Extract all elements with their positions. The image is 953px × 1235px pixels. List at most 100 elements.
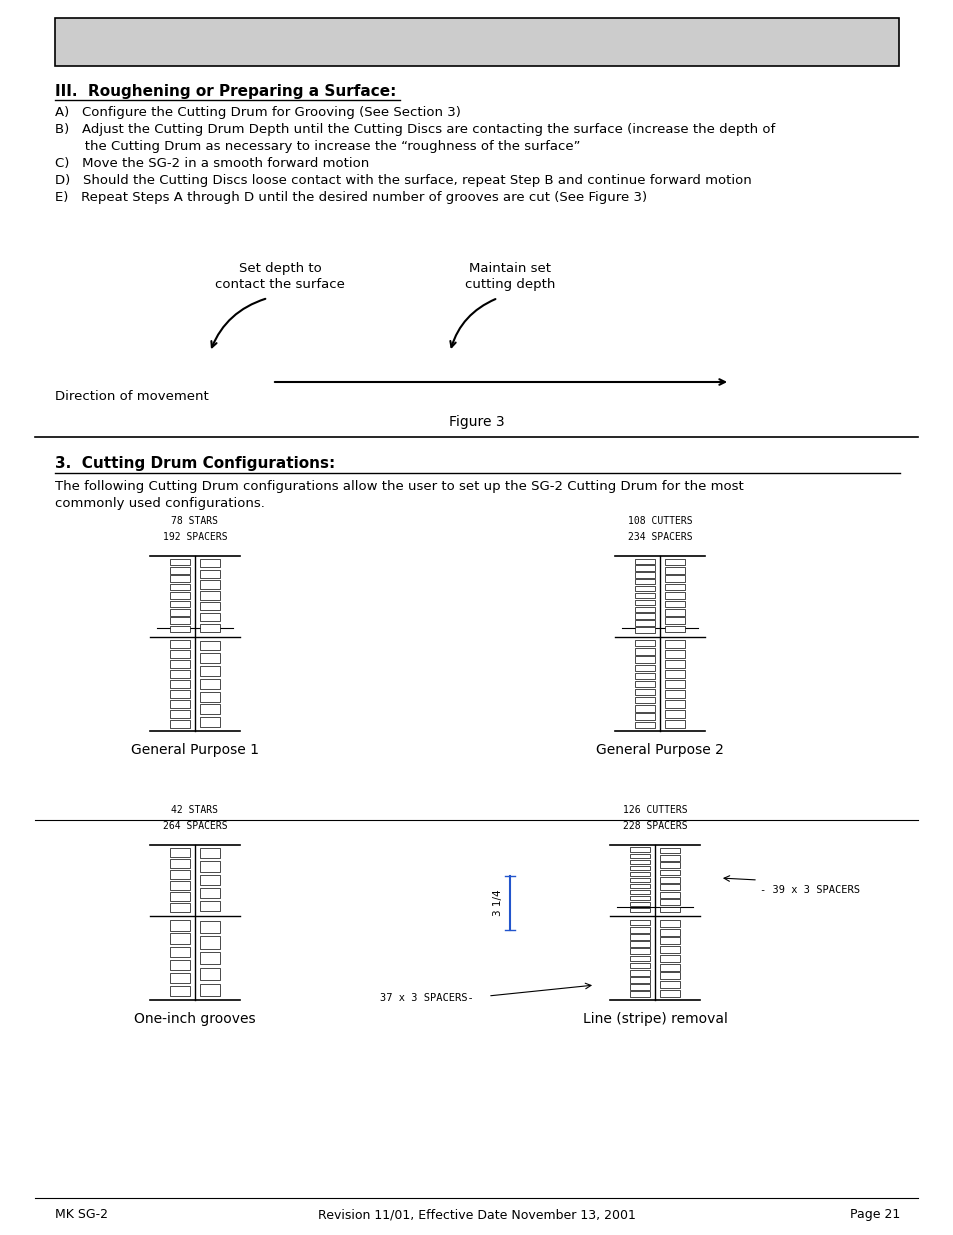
Bar: [635, 620, 655, 626]
Bar: [170, 671, 190, 678]
Bar: [200, 613, 220, 621]
Text: Revision 11/01, Effective Date November 13, 2001: Revision 11/01, Effective Date November …: [317, 1208, 636, 1221]
Bar: [170, 920, 190, 931]
Bar: [664, 576, 684, 582]
Bar: [635, 572, 655, 578]
Bar: [659, 937, 679, 945]
Bar: [170, 973, 190, 983]
Text: General Purpose 2: General Purpose 2: [596, 743, 723, 757]
Bar: [629, 984, 649, 989]
Bar: [170, 848, 190, 857]
Bar: [170, 651, 190, 658]
Text: commonly used configurations.: commonly used configurations.: [55, 496, 265, 510]
Bar: [170, 600, 190, 608]
Bar: [635, 721, 655, 727]
Bar: [629, 963, 649, 968]
Bar: [200, 848, 220, 858]
Bar: [664, 710, 684, 718]
Bar: [664, 671, 684, 678]
Bar: [200, 601, 220, 610]
Bar: [629, 977, 649, 983]
Bar: [200, 641, 220, 651]
Bar: [200, 592, 220, 600]
Bar: [635, 558, 655, 564]
Bar: [200, 952, 220, 965]
Bar: [664, 690, 684, 698]
Bar: [635, 593, 655, 598]
Text: 3 1/4: 3 1/4: [493, 889, 502, 916]
Bar: [200, 569, 220, 578]
Bar: [664, 700, 684, 708]
Bar: [629, 948, 649, 955]
Bar: [635, 648, 655, 655]
Bar: [629, 941, 649, 947]
Text: Line (stripe) removal: Line (stripe) removal: [582, 1011, 727, 1026]
Bar: [200, 861, 220, 872]
Text: 126 CUTTERS: 126 CUTTERS: [622, 805, 686, 815]
Bar: [629, 860, 649, 864]
Text: Direction of movement: Direction of movement: [55, 390, 209, 403]
Bar: [659, 855, 679, 861]
Text: Figure 3: Figure 3: [449, 415, 504, 429]
Text: 42 STARS: 42 STARS: [172, 805, 218, 815]
Bar: [659, 869, 679, 876]
Text: D)   Should the Cutting Discs loose contact with the surface, repeat Step B and : D) Should the Cutting Discs loose contac…: [55, 174, 751, 186]
Bar: [170, 986, 190, 997]
Bar: [664, 609, 684, 615]
Text: 37 x 3 SPACERS-: 37 x 3 SPACERS-: [379, 993, 474, 1003]
Bar: [664, 584, 684, 590]
Text: 78 STARS: 78 STARS: [172, 516, 218, 526]
Bar: [629, 908, 649, 913]
Bar: [659, 906, 679, 913]
Text: General Purpose 1: General Purpose 1: [131, 743, 258, 757]
Bar: [170, 626, 190, 632]
Bar: [170, 640, 190, 648]
Bar: [659, 982, 679, 988]
Bar: [200, 624, 220, 632]
Bar: [170, 934, 190, 944]
Bar: [200, 920, 220, 932]
Bar: [635, 640, 655, 646]
Bar: [170, 858, 190, 867]
Bar: [659, 847, 679, 853]
Bar: [170, 892, 190, 900]
Bar: [170, 661, 190, 668]
Bar: [629, 847, 649, 852]
Bar: [664, 558, 684, 566]
Bar: [200, 874, 220, 885]
Text: E)   Repeat Steps A through D until the desired number of grooves are cut (See F: E) Repeat Steps A through D until the de…: [55, 191, 646, 204]
Bar: [200, 679, 220, 689]
Text: B)   Adjust the Cutting Drum Depth until the Cutting Discs are contacting the su: B) Adjust the Cutting Drum Depth until t…: [55, 124, 775, 136]
Bar: [659, 955, 679, 962]
Bar: [664, 680, 684, 688]
Bar: [635, 697, 655, 704]
Text: the Cutting Drum as necessary to increase the “roughness of the surface”: the Cutting Drum as necessary to increas…: [55, 140, 579, 153]
Text: 234 SPACERS: 234 SPACERS: [627, 532, 692, 542]
Bar: [659, 884, 679, 890]
Bar: [200, 983, 220, 995]
Text: 228 SPACERS: 228 SPACERS: [622, 821, 686, 831]
Bar: [635, 657, 655, 663]
Bar: [200, 692, 220, 701]
Bar: [664, 618, 684, 624]
Bar: [664, 640, 684, 648]
Bar: [664, 651, 684, 658]
Bar: [629, 927, 649, 932]
Bar: [170, 680, 190, 688]
Bar: [170, 960, 190, 969]
Bar: [635, 714, 655, 720]
Bar: [170, 710, 190, 718]
Bar: [170, 567, 190, 573]
Bar: [659, 899, 679, 905]
Bar: [200, 888, 220, 898]
Bar: [629, 872, 649, 877]
Bar: [170, 720, 190, 727]
Bar: [629, 853, 649, 858]
Bar: [635, 579, 655, 584]
Bar: [170, 593, 190, 599]
Text: III.  Roughening or Preparing a Surface:: III. Roughening or Preparing a Surface:: [55, 84, 395, 99]
Bar: [664, 593, 684, 599]
Text: MK SG-2: MK SG-2: [55, 1208, 108, 1221]
Bar: [659, 892, 679, 898]
Bar: [170, 881, 190, 889]
